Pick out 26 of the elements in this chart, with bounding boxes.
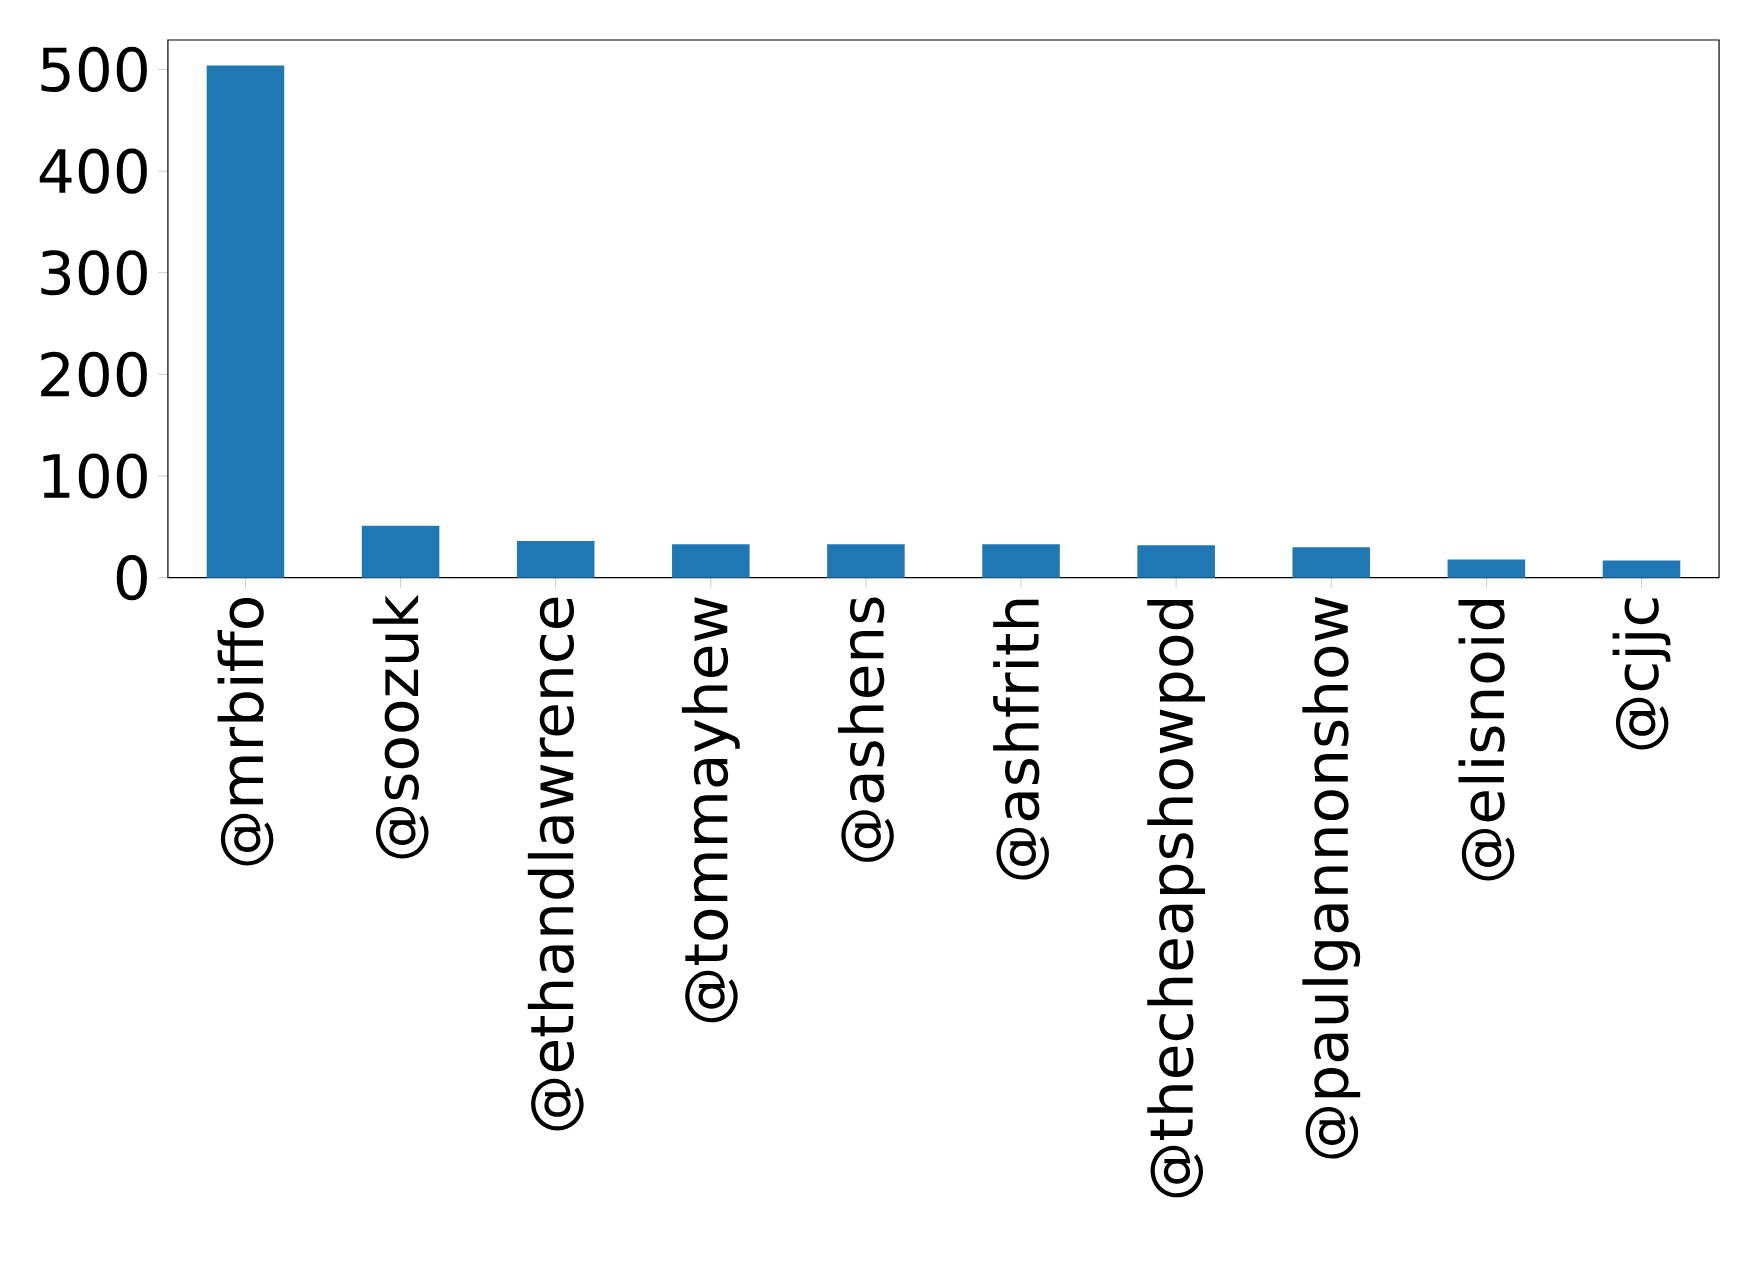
x-tick-label: @cjjc (1612, 598, 1671, 750)
bar (1447, 559, 1526, 578)
x-tick-label: @tommayhew (681, 597, 740, 1023)
y-tick-label: 200 (41, 351, 147, 397)
y-tick-label: 100 (43, 453, 147, 499)
bar (361, 525, 440, 578)
bar (827, 543, 905, 578)
y-tick-label: 300 (41, 250, 147, 296)
x-tick-label: @thecheapshowpod (1147, 599, 1206, 1198)
y-tick-label: 400 (39, 148, 147, 194)
y-tick-label: 0 (116, 554, 147, 601)
bar (672, 543, 750, 578)
x-tick-label: @paulgannonshow (1302, 596, 1361, 1159)
x-tick-label: @elisnoid (1458, 599, 1515, 881)
bar (516, 540, 595, 578)
y-tick-label: 500 (41, 46, 147, 92)
bar (1292, 547, 1371, 578)
bar (982, 543, 1060, 578)
x-tick-label: @soozuk (372, 594, 429, 859)
x-tick-label: @ashfrith (993, 599, 1049, 880)
bar (1137, 545, 1215, 578)
x-tick-label: @mrbiffo (217, 597, 274, 866)
bar (1602, 560, 1681, 578)
x-tick-label: @ethandlawrence (527, 597, 584, 1131)
x-tick-label: @ashens (838, 597, 894, 862)
bar (206, 65, 285, 578)
